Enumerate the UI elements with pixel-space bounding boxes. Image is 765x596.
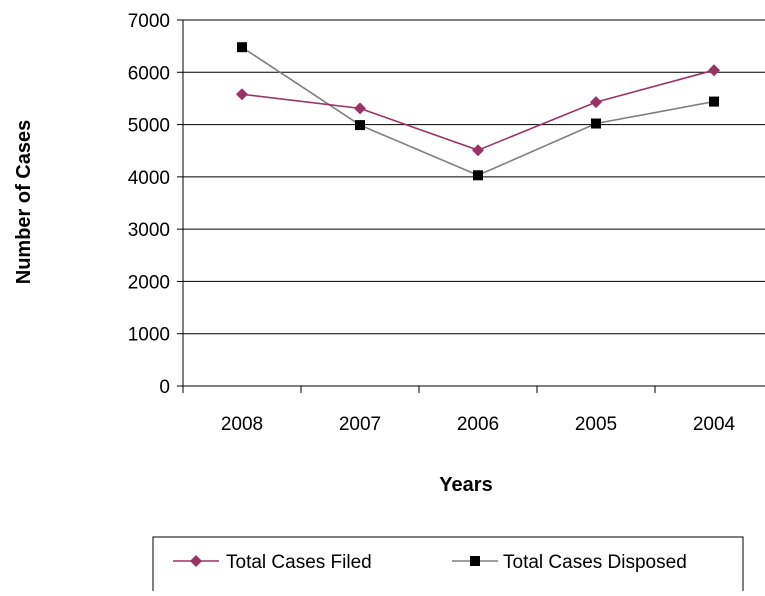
x-tick-label: 2007 (339, 414, 381, 435)
data-point (473, 170, 483, 181)
axes (177, 19, 765, 393)
x-tick-label: 2006 (457, 414, 499, 435)
y-tick-labels: 0 1000 2000 3000 4000 5000 6000 7000 (128, 11, 170, 398)
y-axis-title: Number of Cases (13, 120, 35, 285)
y-tick-label: 4000 (128, 168, 170, 189)
data-point (709, 96, 719, 107)
data-point (236, 88, 248, 101)
series (236, 42, 720, 181)
data-point (590, 96, 602, 109)
legend-box (152, 536, 744, 596)
x-tick-label: 2008 (221, 414, 263, 435)
legend-label: Total Cases Filed (226, 552, 372, 573)
data-point (237, 42, 247, 53)
legend-label: Total Cases Disposed (503, 552, 687, 573)
series-disposed (237, 42, 719, 181)
x-axis-title: Years (439, 474, 492, 496)
y-tick-label: 1000 (128, 325, 170, 346)
series-line (241, 69, 715, 152)
y-tick-label: 2000 (128, 272, 170, 293)
y-tick-label: 5000 (128, 116, 170, 137)
x-tick-labels: 2008 2007 2006 2005 2004 (221, 414, 736, 435)
y-tick-label: 3000 (128, 220, 170, 241)
y-tick-label: 7000 (128, 11, 170, 32)
data-point (355, 120, 365, 131)
series-filed (236, 64, 720, 157)
y-tick-label: 6000 (128, 63, 170, 84)
data-point (591, 118, 601, 129)
legend: Total Cases Filed Total Cases Disposed (152, 536, 744, 596)
data-point (708, 64, 720, 77)
x-tick-label: 2005 (575, 414, 617, 435)
legend-marker (190, 555, 202, 567)
y-tick-label: 0 (159, 377, 170, 398)
x-tick-label: 2004 (693, 414, 736, 435)
data-point (354, 102, 366, 115)
data-point (472, 144, 484, 157)
legend-marker (470, 556, 480, 566)
